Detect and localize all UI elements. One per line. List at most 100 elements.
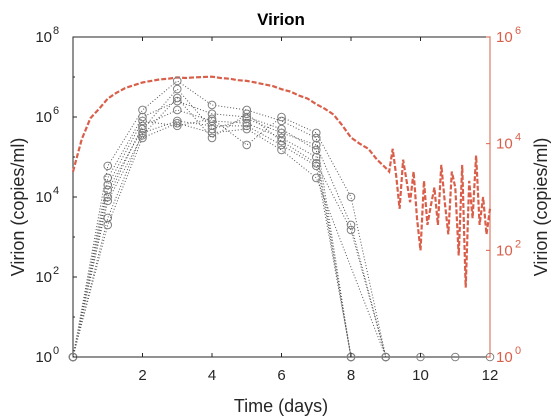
x-tick-label-0: 2 (138, 367, 146, 384)
observed-point (242, 140, 252, 150)
observed-point (172, 116, 182, 126)
observed-point (207, 124, 217, 134)
observed-series-line-3 (72, 120, 352, 358)
observed-point (277, 133, 286, 143)
observed-point (311, 152, 321, 162)
observed-point (103, 220, 113, 230)
observed-point (346, 225, 356, 235)
x-tick-label-1: 4 (208, 367, 216, 384)
observed-point (311, 145, 321, 155)
observed-point (242, 105, 252, 115)
observed-point (138, 105, 147, 115)
x-tick-label-5: 12 (482, 367, 499, 384)
observed-series-line-5 (72, 116, 387, 358)
observed-point (172, 93, 182, 103)
y-right-tick-label-3: 10 (496, 29, 513, 46)
y-left-tick-label-3: 10 (35, 109, 52, 126)
observed-point (277, 112, 286, 122)
observed-series-line-0 (72, 80, 352, 358)
x-tick-label-3: 8 (347, 367, 355, 384)
observed-point (277, 140, 286, 150)
observed-point (207, 121, 217, 131)
observed-point (172, 121, 182, 131)
y-right-tick-label-1: 10 (496, 242, 513, 259)
observed-point (207, 116, 217, 126)
observed-point (207, 128, 217, 138)
observed-series-layer (68, 76, 495, 362)
observed-point (172, 118, 182, 128)
observed-point (138, 130, 147, 140)
observed-point (207, 114, 217, 124)
observed-point (172, 76, 182, 86)
observed-point-extra-1 (450, 352, 460, 362)
observed-point (381, 352, 391, 362)
observed-series-7 (68, 93, 391, 362)
observed-point (103, 185, 113, 195)
model-series-line (71, 75, 492, 288)
observed-series-0 (68, 76, 356, 362)
y-axis-right-label: Virion (copies/ml) (531, 138, 551, 277)
y-right-tick-exp-3: 6 (515, 25, 521, 37)
observed-point (311, 128, 321, 138)
observed-point (311, 133, 321, 143)
observed-point (277, 128, 286, 138)
observed-point (138, 133, 147, 143)
y-left-tick-exp-1: 2 (53, 265, 59, 277)
observed-point (207, 109, 217, 119)
y-left-tick-label-2: 10 (35, 189, 52, 206)
y-left-tick-exp-3: 6 (53, 105, 59, 117)
model-series-layer (71, 75, 492, 288)
observed-point (207, 100, 217, 110)
y-left-tick-label-4: 10 (35, 29, 52, 46)
chart-title: Virion (257, 10, 305, 29)
y-left-tick-exp-2: 4 (53, 185, 59, 197)
y-right-tick-label-2: 10 (496, 136, 513, 153)
observed-point (346, 192, 356, 202)
observed-series-2 (68, 105, 356, 362)
y-left-tick-exp-0: 0 (53, 345, 59, 357)
observed-point (138, 124, 147, 134)
observed-point (277, 116, 286, 126)
observed-point (242, 109, 252, 119)
y-right-tick-label-0: 10 (496, 349, 513, 366)
observed-point (277, 136, 286, 146)
y-left-tick-label-1: 10 (35, 269, 52, 286)
observed-series-line-7 (72, 97, 387, 358)
observed-series-line-6 (72, 88, 387, 358)
observed-point (138, 116, 147, 126)
observed-point (311, 158, 321, 168)
observed-series-line-4 (72, 122, 387, 358)
y-right-tick-exp-1: 2 (515, 238, 521, 250)
observed-point (242, 124, 252, 134)
observed-point (103, 161, 113, 171)
observed-point (172, 105, 182, 115)
observed-series-line-1 (72, 100, 352, 358)
x-tick-label-2: 6 (277, 367, 285, 384)
observed-point (207, 133, 217, 143)
x-axis-label: Time (days) (234, 396, 328, 416)
observed-series-5 (68, 112, 391, 362)
observed-point (242, 118, 252, 128)
observed-point (277, 145, 286, 155)
observed-point (103, 196, 113, 206)
observed-point (311, 140, 321, 150)
observed-point (311, 173, 321, 183)
observed-point (311, 161, 321, 171)
observed-point (103, 213, 113, 223)
observed-series-4 (68, 118, 391, 362)
observed-point (172, 84, 182, 94)
y-right-tick-exp-2: 4 (515, 132, 521, 144)
x-tick-label-4: 10 (412, 367, 429, 384)
y-axis-left-label: Virion (copies/ml) (8, 138, 28, 277)
observed-point (138, 112, 147, 122)
observed-point (103, 180, 113, 190)
observed-series-line-2 (72, 109, 352, 358)
observed-series-6 (68, 84, 391, 362)
observed-point (346, 220, 356, 230)
observed-point (242, 114, 252, 124)
x-axis: 2 4 6 8 10 12 (138, 37, 498, 384)
